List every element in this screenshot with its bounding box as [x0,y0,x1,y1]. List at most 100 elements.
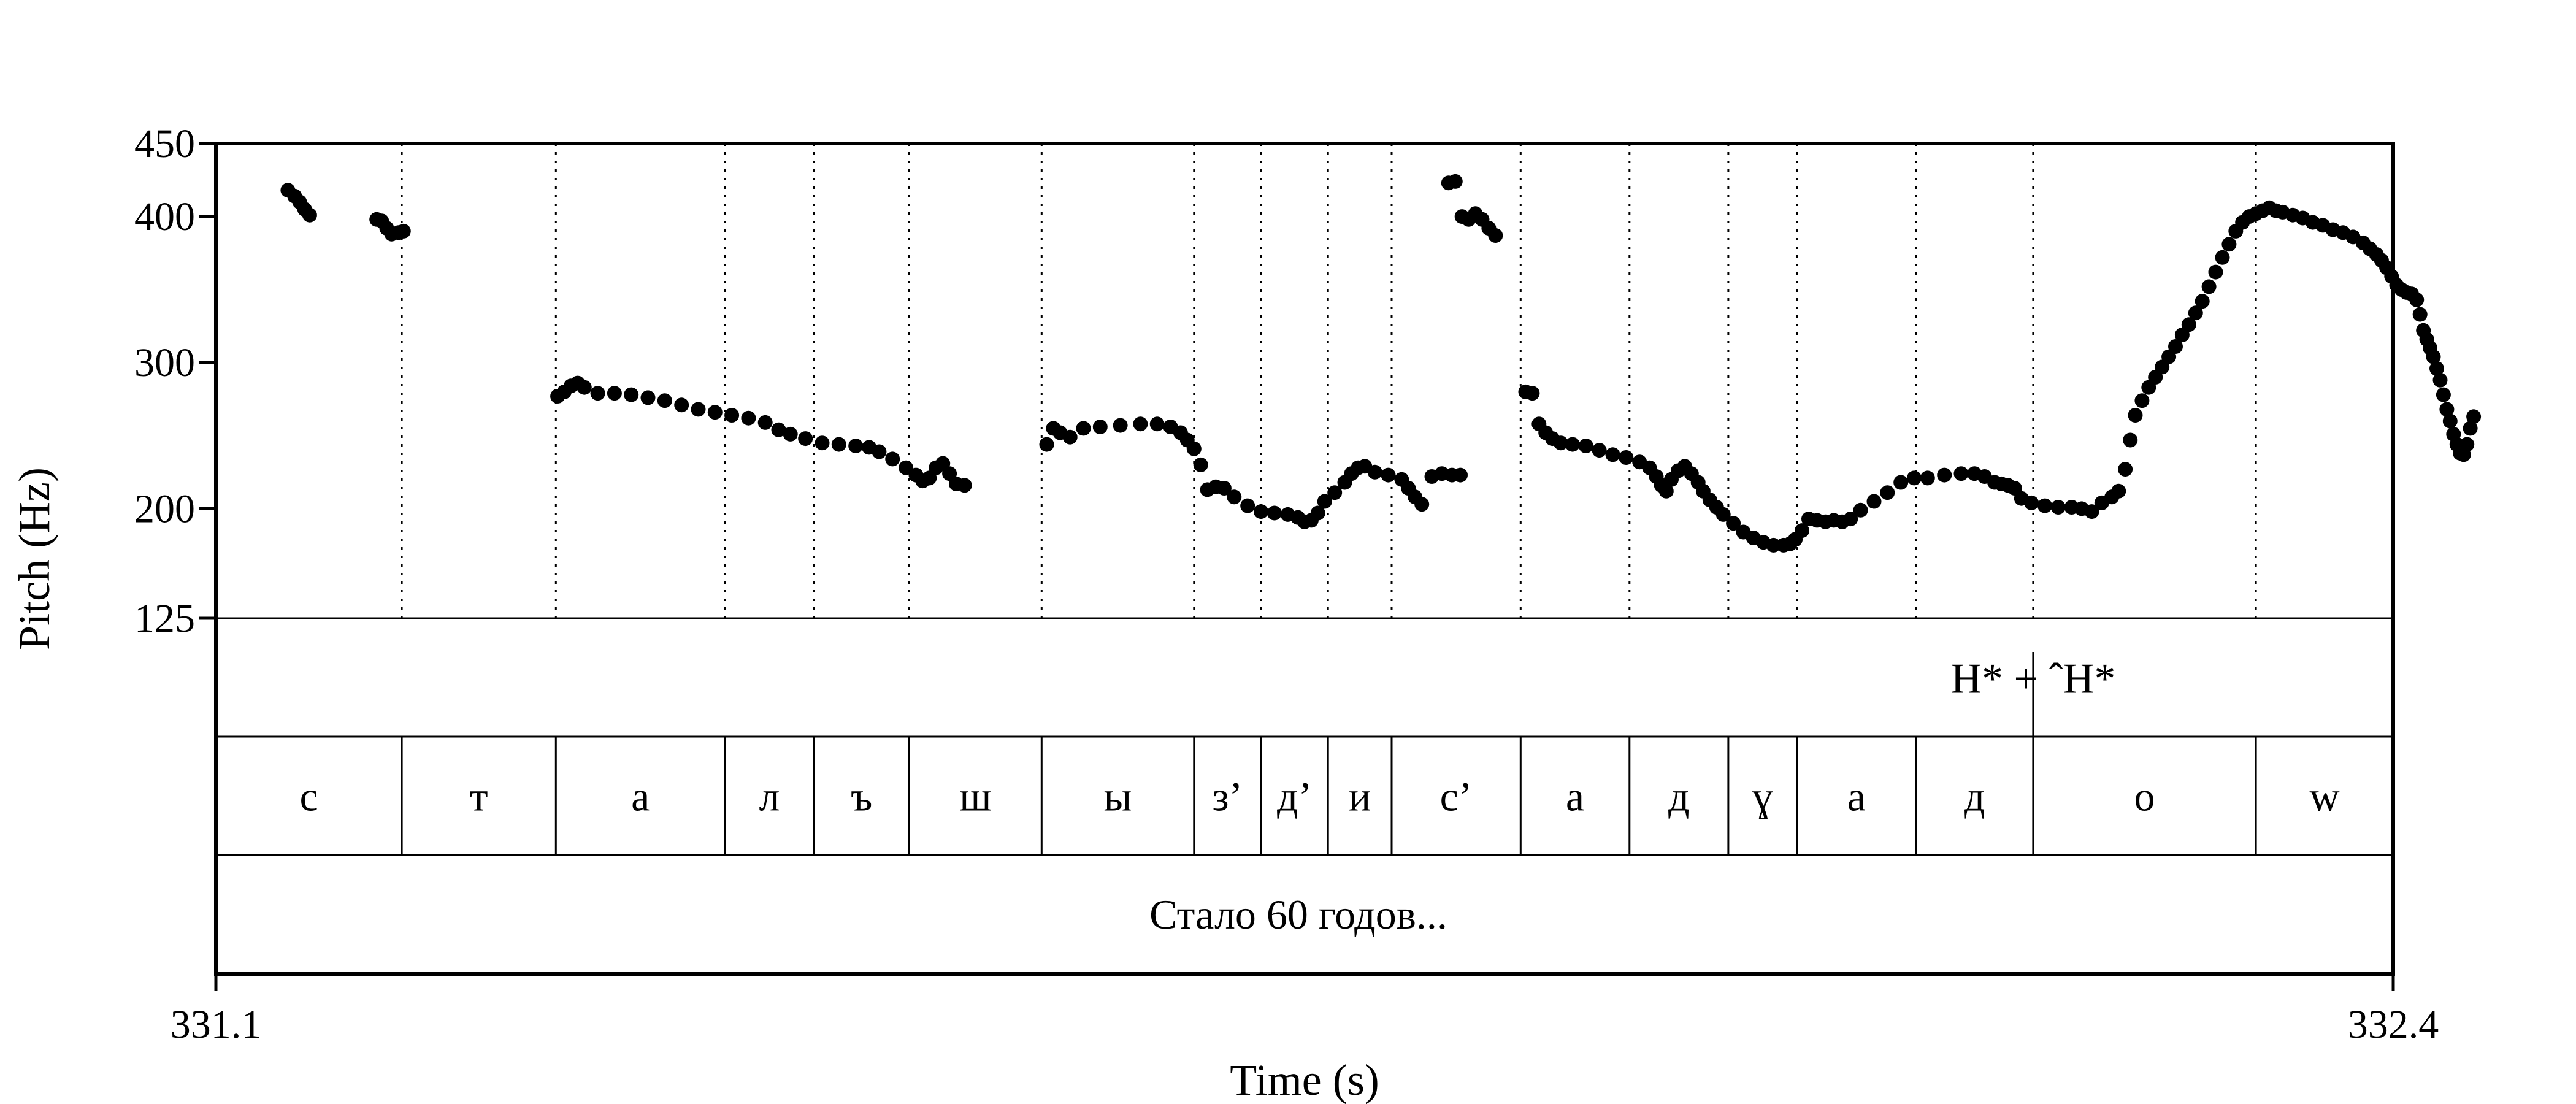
pitch-point [885,451,900,467]
pitch-point [2050,500,2066,515]
pitch-point [2412,307,2428,322]
pitch-point [872,444,887,459]
pitch-point [1381,467,1396,483]
pitch-point [577,380,592,395]
word-transcription: Стало 60 годов... [1149,891,1447,938]
pitch-point [724,408,740,423]
segment-label: ъ [851,773,872,820]
pitch-point [848,439,864,453]
pitch-point [2459,437,2475,452]
tone-label: H* + ˆH* [1950,656,2115,703]
pitch-point [1843,512,1858,527]
pitch-point [1880,485,1895,500]
pitch-point [831,437,846,452]
pitch-point [2037,498,2052,513]
pitch-point [757,415,773,430]
pitch-point [1186,441,1202,456]
pitch-point [1227,489,1242,505]
x-axis: 331.1 332.4 [171,974,2439,1047]
segment-label: ɣ [1752,773,1773,820]
pitch-point [1254,504,1268,519]
segment-label: ы [1104,773,1132,820]
pitch-point [1240,498,1255,513]
tier-dividers [216,617,2393,856]
pitch-point [1447,174,1463,189]
pitch-point [1414,497,1430,512]
segment-tier: с т а л ъ ш ы з’ д’ и с’ а д ɣ а д о w [300,773,2340,820]
pitch-point [590,386,605,401]
pitch-point [1715,507,1731,522]
pitch-point [1619,450,1634,465]
pitch-point [1133,416,1148,432]
pitch-point [2426,349,2441,364]
pitch-point [2168,339,2183,354]
segment-label: д [1668,773,1690,820]
pitch-point [2123,432,2138,448]
y-tick-label: 400 [134,194,195,239]
pitch-point [1920,470,1935,486]
pitch-point [2181,317,2196,332]
pitch-point [2463,421,2478,436]
pitch-point [691,402,706,417]
pitch-point [1937,467,1952,483]
pitch-point [2429,361,2444,376]
pitch-point [1795,523,1809,539]
segment-label: а [1847,773,1866,820]
pitch-point [1605,447,1620,462]
pitch-point [1267,505,1282,521]
word-tier: Стало 60 годов... [1149,891,1447,938]
pitch-point [1853,502,1868,518]
pitch-point [783,426,798,442]
pitch-point [2208,264,2223,280]
x-tick-label: 332.4 [2348,1002,2439,1047]
pitch-point [1488,228,1503,243]
y-tick-label: 300 [134,340,195,385]
pitch-point [657,393,672,408]
pitch-point [1216,481,1232,496]
pitch-point [1310,505,1325,521]
pitch-point [674,397,689,413]
pitch-point [1149,416,1165,432]
segment-label: ш [959,773,991,820]
segment-label: д’ [1277,773,1312,820]
pitch-point [1565,437,1580,452]
pitch-point [2201,279,2217,294]
segment-label: с’ [1440,773,1473,820]
y-tick-label: 200 [134,486,195,531]
pitch-point [2128,408,2143,423]
x-axis-title: Time (s) [1230,1056,1379,1104]
segment-label: т [470,773,488,820]
pitch-point [2215,250,2230,265]
segment-label: д [1964,773,1985,820]
pitch-point [1726,516,1741,531]
pitch-point [957,478,972,493]
pitch-point [2439,402,2455,417]
pitch-point [2084,504,2099,519]
pitch-point [771,422,786,437]
pitch-point [1866,494,1882,509]
segment-label: л [759,773,780,820]
pitch-point [1553,435,1568,451]
pitch-point [1076,421,1091,436]
segment-label: о [2134,773,2155,820]
tone-tier: H* + ˆH* [1950,652,2115,737]
pitch-point [1062,429,1078,445]
segment-label: а [1566,773,1584,820]
pitch-point [640,390,656,405]
pitch-point [2195,294,2210,309]
pitch-point [302,207,317,223]
segment-label: и [1349,773,1371,820]
segment-label: з’ [1213,773,1243,820]
pitch-point [1453,467,1468,483]
pitch-point [1039,437,1054,452]
segment-boundaries [401,144,2257,855]
x-tick-label: 331.1 [171,1002,262,1047]
pitch-point [1193,457,1208,472]
pitch-point [2188,305,2203,321]
pitch-point [1578,439,1593,453]
y-axis: 125 200 300 400 450 [134,121,216,641]
pitch-point [798,431,813,447]
pitch-point [2118,462,2133,477]
pitch-point [2024,495,2039,510]
